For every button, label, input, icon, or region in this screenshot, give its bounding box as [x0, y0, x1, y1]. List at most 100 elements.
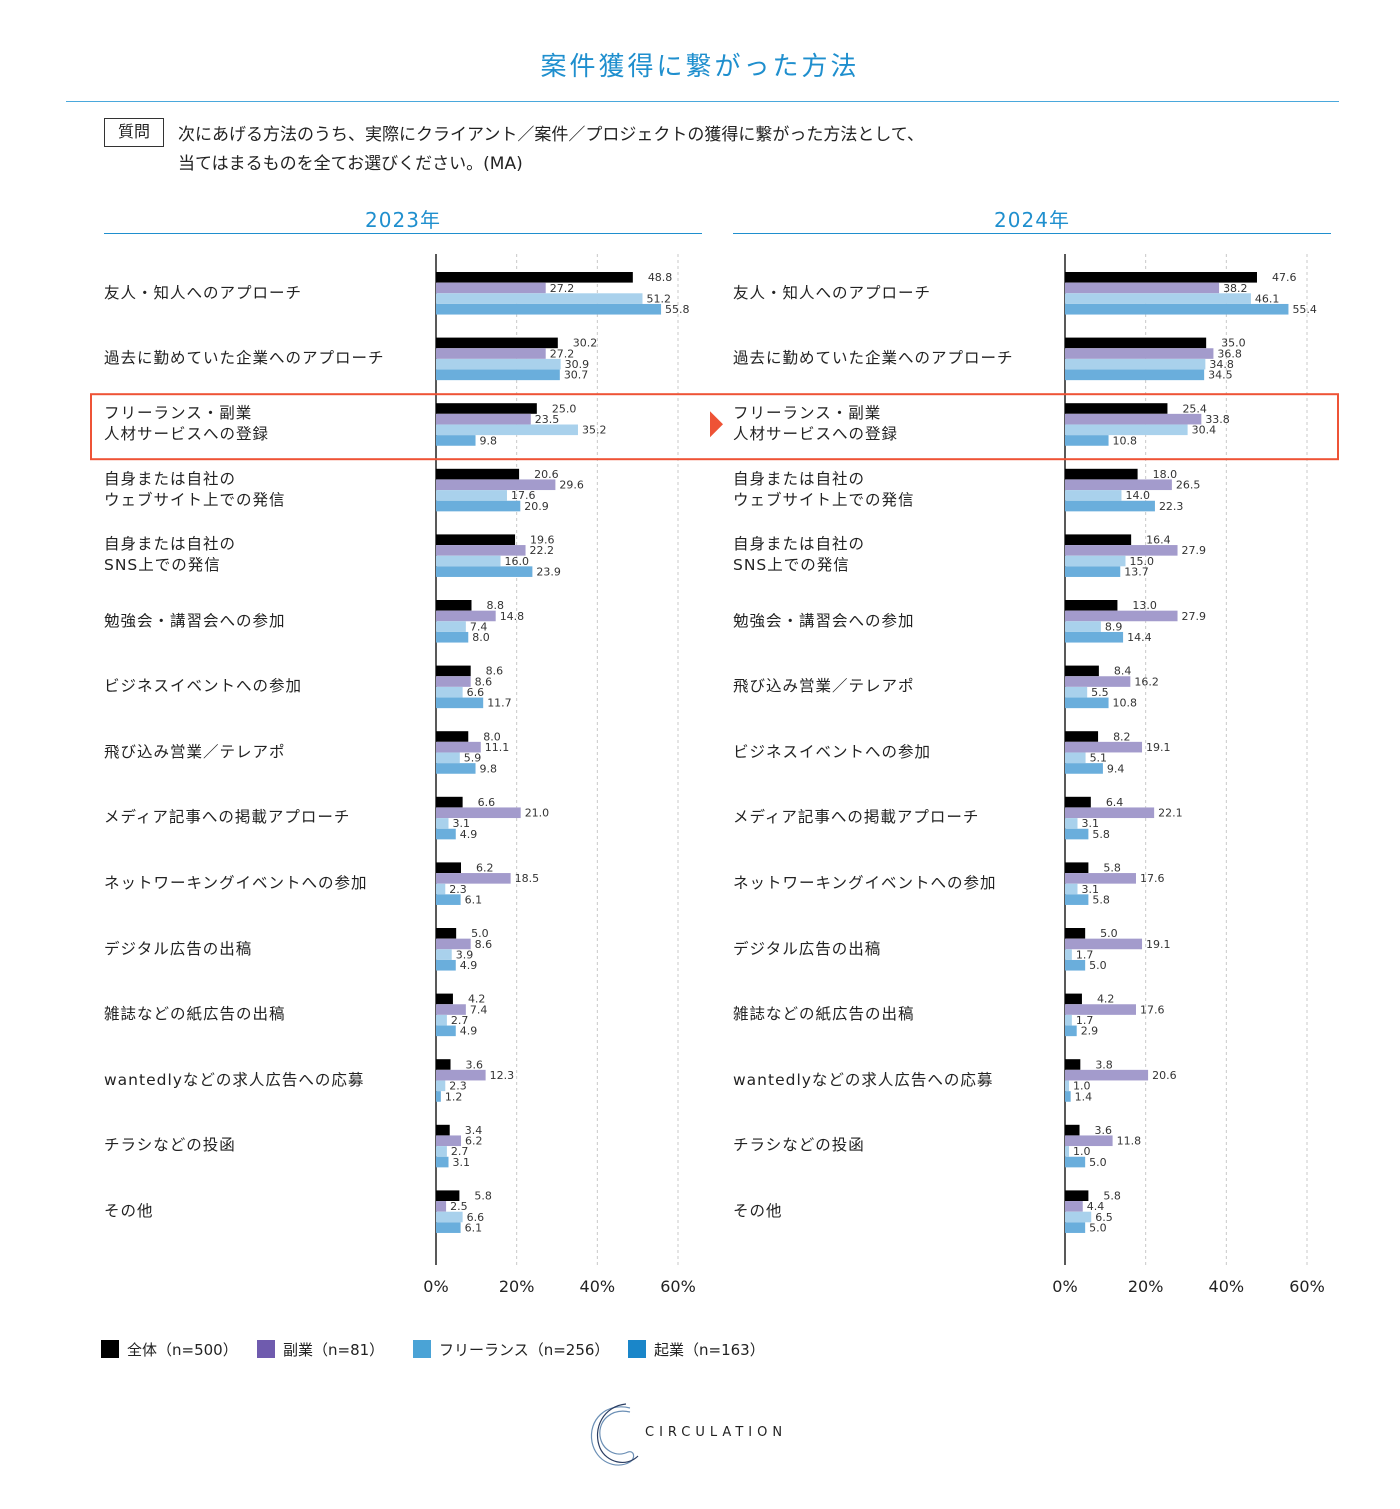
- bar: [436, 731, 469, 742]
- bar: [436, 337, 558, 349]
- bar: [436, 413, 531, 425]
- category-label-line: 自身または自社の: [104, 535, 237, 554]
- bar: [436, 665, 471, 677]
- category-label-line: ウェブサイト上での発信: [733, 490, 915, 509]
- category-label: 自身または自社の ウェブサイト上での発信: [733, 469, 915, 511]
- bar: [1065, 600, 1118, 611]
- bar: [436, 424, 578, 436]
- bar: [1065, 1135, 1113, 1147]
- bar: [1065, 1025, 1077, 1037]
- data-label: 4.4: [1087, 1200, 1105, 1213]
- category-label-line: SNS上での発信: [104, 556, 221, 575]
- category-label: 飛び込み営業／テレアポ: [104, 742, 286, 763]
- data-label: 29.6: [559, 479, 584, 492]
- data-label: 36.8: [1217, 347, 1242, 360]
- data-label: 2.9: [1081, 1025, 1099, 1038]
- title-divider: [66, 101, 1339, 102]
- bar: [1065, 1080, 1070, 1092]
- category-label: ビジネスイベントへの参加: [733, 742, 931, 763]
- category-label-line: 友人・知人へのアプローチ: [104, 283, 303, 302]
- data-label: 23.5: [535, 413, 560, 426]
- data-label: 22.3: [1159, 500, 1184, 513]
- bar: [436, 534, 516, 545]
- data-label: 4.9: [460, 828, 478, 841]
- category-label: メディア記事への掲載アプローチ: [733, 807, 979, 828]
- data-label: 6.2: [476, 862, 494, 875]
- data-label: 1.0: [1073, 1145, 1091, 1158]
- data-label: 20.6: [534, 468, 559, 481]
- category-label-line: 過去に勤めていた企業へのアプローチ: [104, 349, 385, 368]
- bar: [1065, 369, 1205, 381]
- bar: [1065, 1201, 1083, 1212]
- data-label: 11.8: [1117, 1135, 1142, 1148]
- data-label: 21.0: [525, 807, 550, 820]
- data-label: 1.4: [1075, 1090, 1093, 1103]
- year-title-2024: 2024年: [994, 208, 1070, 232]
- category-label: 友人・知人へのアプローチ: [733, 283, 931, 304]
- category-label-line: 人材サービスへの登録: [733, 425, 899, 444]
- data-label: 18.0: [1153, 468, 1178, 481]
- question-line-1: 次にあげる方法のうち、実際にクライアント／案件／プロジェクトの獲得に繋がった方法…: [178, 125, 924, 145]
- bar: [436, 1156, 449, 1168]
- data-label: 5.0: [1100, 927, 1118, 940]
- category-label-line: ビジネスイベントへの参加: [104, 677, 303, 696]
- data-label: 3.4: [465, 1124, 483, 1137]
- category-label: フリーランス・副業 人材サービスへの登録: [104, 403, 269, 445]
- data-label: 3.6: [1095, 1124, 1113, 1137]
- bar: [1065, 928, 1086, 939]
- question-text: 次にあげる方法のうち、実際にクライアント／案件／プロジェクトの獲得に繋がった方法…: [178, 121, 1178, 179]
- bar: [1065, 763, 1103, 774]
- category-label: メディア記事への掲載アプローチ: [104, 807, 350, 828]
- data-label: 10.8: [1113, 697, 1138, 710]
- data-label: 2.5: [450, 1200, 468, 1213]
- bar: [1065, 873, 1136, 884]
- category-label-line: 人材サービスへの登録: [104, 425, 270, 444]
- bar: [436, 818, 449, 829]
- page-title: 案件獲得に繋がった方法: [540, 52, 860, 82]
- bar: [1065, 631, 1124, 643]
- bar: [1065, 424, 1188, 436]
- bar: [436, 1014, 447, 1026]
- question-line-2: 当てはまるものを全てお選びください。(MA): [178, 154, 523, 174]
- data-label: 10.8: [1113, 434, 1138, 447]
- data-label: 8.2: [1113, 730, 1131, 743]
- bar: [1065, 1146, 1070, 1157]
- data-label: 7.4: [470, 1003, 488, 1016]
- bar: [436, 435, 476, 446]
- category-label: 過去に勤めていた企業へのアプローチ: [733, 348, 1014, 369]
- data-label: 17.6: [511, 489, 536, 502]
- data-label: 19.1: [1146, 938, 1171, 951]
- x-tick-label: 0%: [1052, 1277, 1077, 1296]
- bar: [436, 282, 546, 294]
- bar: [436, 621, 466, 632]
- category-label: 自身または自社の ウェブサイト上での発信: [104, 469, 286, 511]
- bar: [1065, 1014, 1072, 1026]
- category-label-line: ウェブサイト上での発信: [104, 490, 286, 509]
- data-label: 12.3: [490, 1069, 515, 1082]
- data-label: 3.1: [453, 817, 471, 830]
- data-label: 33.8: [1205, 413, 1230, 426]
- logo-text: CIRCULATION: [645, 1425, 788, 1440]
- category-label-line: 雑誌などの紙広告の出稿: [104, 1005, 286, 1024]
- bar: [436, 369, 560, 381]
- bar: [436, 610, 496, 622]
- data-label: 6.5: [1095, 1211, 1113, 1224]
- legend-label: 起業（n=163）: [654, 1341, 765, 1359]
- data-label: 5.8: [1092, 893, 1110, 906]
- bar: [1065, 468, 1138, 480]
- data-label: 3.1: [1082, 817, 1100, 830]
- bar: [1065, 490, 1122, 501]
- legend-label: フリーランス（n=256）: [439, 1341, 610, 1359]
- bar: [436, 993, 453, 1005]
- bar: [436, 1222, 461, 1233]
- category-label-line: メディア記事への掲載アプローチ: [104, 808, 351, 827]
- category-label: 雑誌などの紙広告の出稿: [104, 1004, 286, 1025]
- data-label: 16.2: [1134, 675, 1159, 688]
- category-label: ネットワーキングイベントへの参加: [733, 873, 997, 894]
- data-label: 6.1: [465, 1221, 483, 1234]
- bar: [1065, 337, 1207, 349]
- bar: [436, 883, 446, 895]
- category-label-line: その他: [104, 1201, 154, 1220]
- bar: [436, 686, 463, 698]
- bar: [1065, 1156, 1086, 1168]
